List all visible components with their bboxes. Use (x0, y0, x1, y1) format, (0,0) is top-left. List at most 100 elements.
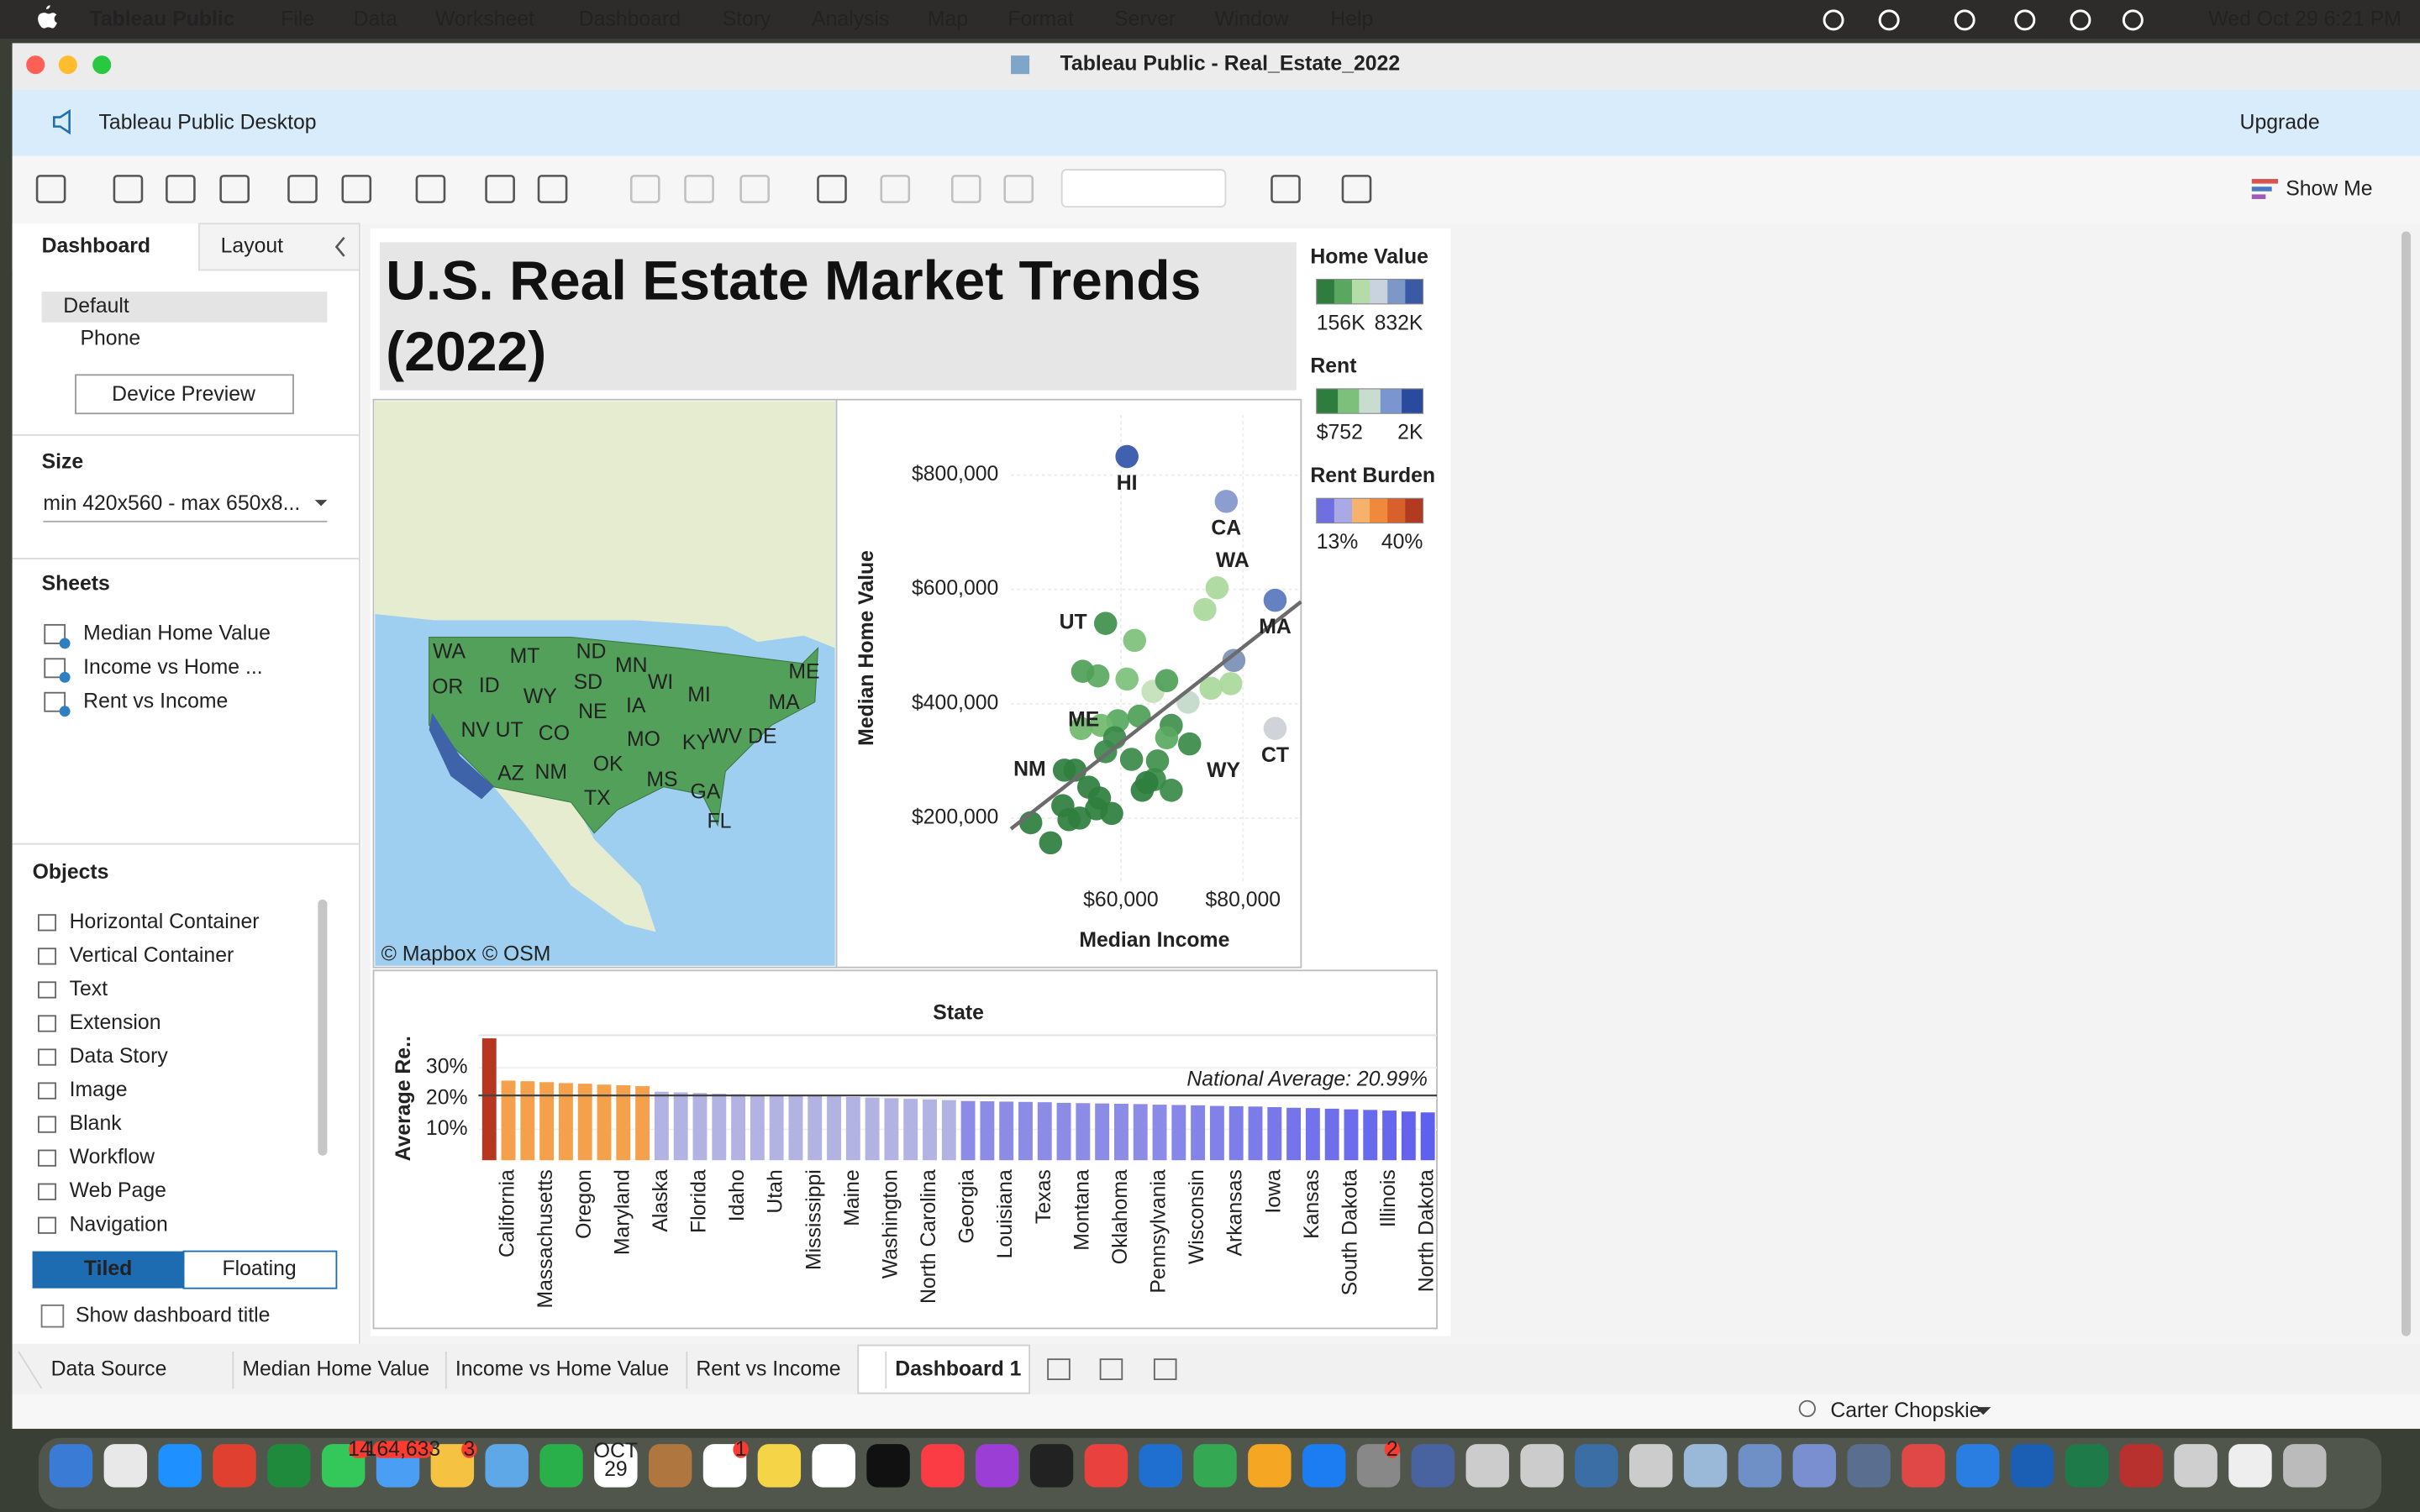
bar[interactable] (1076, 1103, 1091, 1161)
dock-app[interactable] (103, 1444, 148, 1488)
scatter-point[interactable] (1123, 628, 1147, 653)
dock-app[interactable] (213, 1444, 256, 1488)
apple-logo[interactable] (38, 5, 57, 29)
status-icon[interactable] (2070, 9, 2091, 31)
menu-item[interactable]: Dashboard (579, 8, 681, 30)
object-item[interactable]: Navigation (70, 1213, 168, 1236)
scroll-thumb[interactable] (2401, 231, 2411, 1336)
bar[interactable] (1363, 1110, 1378, 1161)
scatter-point[interactable] (1115, 444, 1139, 469)
status-icon[interactable] (2122, 9, 2144, 31)
scatter-point[interactable] (1069, 717, 1093, 741)
state-label[interactable]: WY (523, 685, 557, 708)
dock-app[interactable] (1629, 1444, 1673, 1488)
dock-app[interactable] (49, 1444, 93, 1488)
bar[interactable] (845, 1096, 860, 1161)
dock-app[interactable] (158, 1444, 202, 1488)
dock-app[interactable] (1411, 1444, 1455, 1488)
scatter-point[interactable] (1071, 659, 1095, 683)
menu-item[interactable]: Help (1330, 8, 1373, 30)
bar[interactable] (1171, 1105, 1186, 1161)
menu-item[interactable]: Format (1007, 8, 1074, 30)
status-icon[interactable] (1823, 9, 1844, 31)
close-button[interactable] (26, 55, 45, 75)
bar[interactable] (1228, 1105, 1244, 1161)
dock-app[interactable] (812, 1444, 855, 1488)
dock-app[interactable] (594, 1444, 638, 1488)
scatter-point[interactable] (1199, 676, 1223, 701)
dock-app[interactable] (539, 1444, 583, 1488)
state-label[interactable]: MA (768, 691, 800, 714)
upgrade-link[interactable]: Upgrade (2240, 111, 2320, 134)
bar[interactable] (1152, 1105, 1167, 1161)
bar[interactable] (999, 1101, 1014, 1161)
scatter-point[interactable] (1218, 672, 1243, 696)
status-icon[interactable] (1878, 9, 1900, 31)
state-label[interactable]: TX (584, 787, 611, 810)
scatter-point[interactable] (1145, 749, 1170, 773)
dock-app[interactable] (757, 1444, 802, 1488)
dock-app[interactable] (267, 1444, 311, 1488)
bar[interactable] (750, 1095, 765, 1161)
show-me-button[interactable]: Show Me (2286, 177, 2372, 200)
bar[interactable] (1056, 1102, 1071, 1161)
dock-app[interactable] (1738, 1444, 1782, 1488)
state-label[interactable]: WA (433, 640, 466, 663)
dock-app[interactable] (1792, 1444, 1836, 1488)
state-label[interactable]: FL (707, 811, 731, 833)
toolbar-button[interactable] (739, 175, 770, 203)
bar[interactable] (1267, 1107, 1282, 1161)
sheet-tab[interactable]: Data Source (51, 1358, 167, 1381)
sidebar-tab[interactable]: Dashboard (42, 234, 150, 257)
bar[interactable] (731, 1094, 746, 1161)
bar[interactable] (1344, 1109, 1359, 1161)
dock-app[interactable] (1302, 1444, 1346, 1488)
dock-app[interactable] (2283, 1444, 2327, 1488)
scatter-point[interactable] (1222, 648, 1246, 673)
menu-item[interactable]: Data (354, 8, 398, 30)
bar[interactable] (1113, 1104, 1128, 1161)
sidebar-tab[interactable]: Layout (221, 234, 284, 257)
state-label[interactable]: DE (748, 726, 776, 748)
sheet-tab[interactable]: Income vs Home Value (455, 1358, 669, 1381)
toolbar-button[interactable] (341, 175, 372, 203)
object-item[interactable]: Web Page (70, 1179, 166, 1202)
floating-label[interactable]: Floating (222, 1257, 296, 1280)
bar[interactable] (1095, 1103, 1110, 1161)
bar[interactable] (712, 1093, 727, 1161)
bar[interactable] (1037, 1102, 1052, 1161)
collapse-arrow[interactable] (334, 237, 345, 257)
toolbar-dropdown[interactable] (1060, 169, 1227, 208)
checkbox-label[interactable]: Show dashboard title (76, 1304, 270, 1326)
scatter-point[interactable] (1135, 770, 1159, 795)
bar[interactable] (692, 1093, 708, 1161)
bar[interactable] (923, 1099, 937, 1161)
device-option[interactable]: Default (63, 295, 129, 318)
new-sheet-button[interactable] (1047, 1358, 1071, 1380)
bar[interactable] (1286, 1107, 1302, 1161)
toolbar-button[interactable] (537, 175, 568, 203)
state-label[interactable]: KY (682, 732, 710, 754)
menu-item[interactable]: File (281, 8, 314, 30)
menu-app[interactable]: Tableau Public (90, 8, 235, 30)
sheet-tab[interactable]: Median Home Value (242, 1358, 429, 1381)
dock-app[interactable] (2065, 1444, 2109, 1488)
scatter-point[interactable] (1155, 726, 1179, 750)
toolbar-button[interactable] (684, 175, 714, 203)
bar[interactable] (941, 1100, 956, 1161)
state-label[interactable]: MO (627, 728, 660, 751)
state-label[interactable]: CO (539, 722, 570, 745)
state-label[interactable]: NV (460, 719, 490, 742)
object-item[interactable]: Vertical Container (70, 944, 234, 967)
bar[interactable] (960, 1100, 976, 1161)
device-preview-button[interactable] (75, 374, 294, 415)
bar[interactable] (635, 1086, 650, 1161)
dock-app[interactable] (430, 1444, 475, 1488)
dock-app[interactable] (2174, 1444, 2217, 1488)
new-sheet-button[interactable] (1153, 1358, 1177, 1380)
state-label[interactable]: UT (496, 719, 523, 742)
menu-item[interactable]: Server (1114, 8, 1176, 30)
dock-app[interactable] (2010, 1444, 2054, 1488)
toolbar-button[interactable] (35, 175, 66, 203)
bar[interactable] (616, 1084, 631, 1161)
